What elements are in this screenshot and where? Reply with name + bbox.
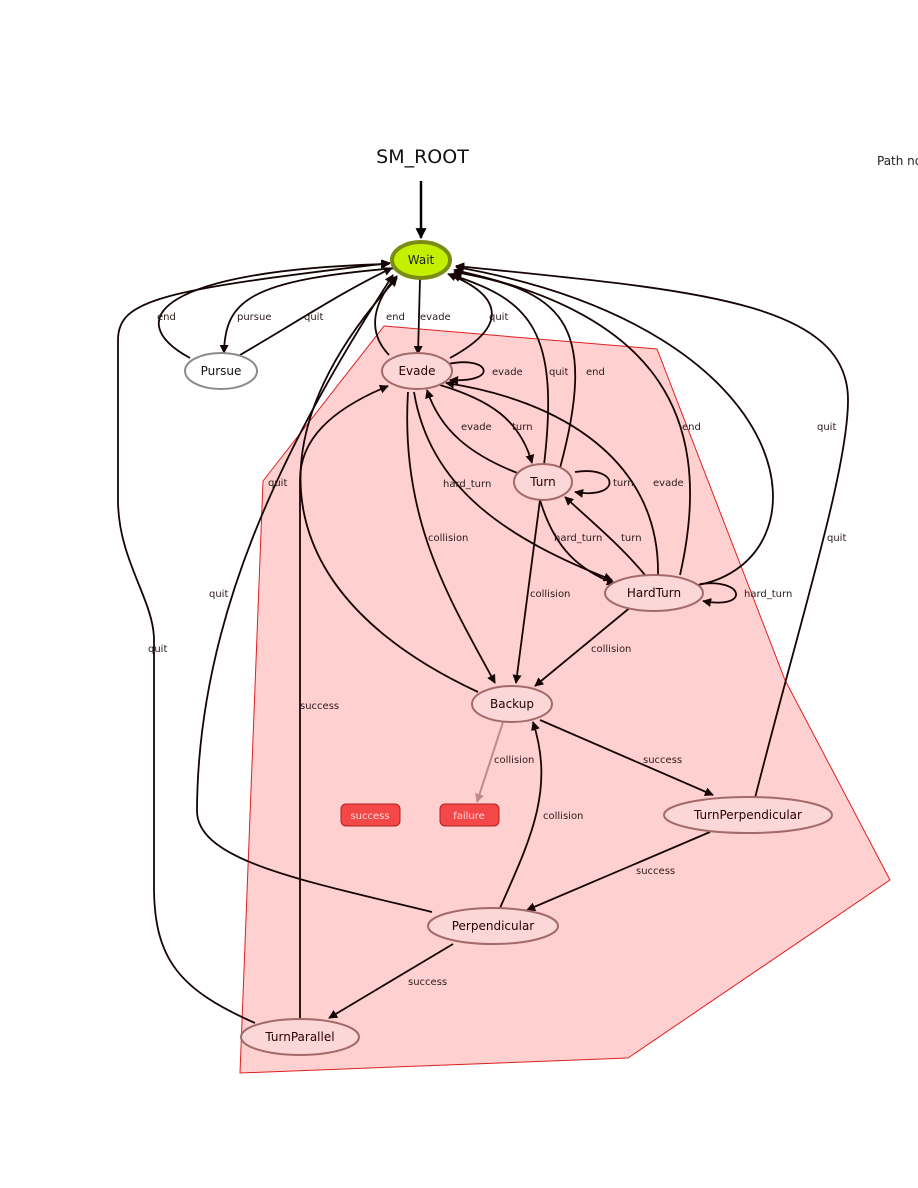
edge-evade-to-hardturn xyxy=(413,391,613,582)
state-hardturn[interactable]: HardTurn xyxy=(604,574,704,612)
edge-hardturn-self xyxy=(699,582,737,607)
label-quit-evade: quit xyxy=(489,312,508,323)
edge-turnperp-quit xyxy=(455,262,849,799)
edge-turn-quit xyxy=(451,273,550,466)
state-perpendicular[interactable]: Perpendicular xyxy=(427,907,559,945)
label-hard-turn-evade: hard_turn xyxy=(443,479,491,490)
label-quit-turnperp-upper: quit xyxy=(817,422,836,433)
label-collision-perp: collision xyxy=(543,811,583,822)
label-quit-backup: quit xyxy=(268,478,287,489)
outcome-failure[interactable]: failure xyxy=(439,803,500,827)
label-quit-pursue: quit xyxy=(304,312,323,323)
label-turn: turn xyxy=(512,422,533,433)
label-turn-hardturn: turn xyxy=(621,533,642,544)
state-evade-label: Evade xyxy=(398,364,435,378)
edge-evade-self xyxy=(447,361,485,385)
edge-hardturn-quit xyxy=(455,263,774,586)
label-end-hardturn: end xyxy=(682,422,701,433)
label-turn-self: turn xyxy=(613,478,634,489)
edge-turnpar-quit xyxy=(117,259,391,1024)
label-quit-turn: quit xyxy=(549,367,568,378)
outcome-success[interactable]: success xyxy=(340,803,401,827)
edge-turn-to-evade xyxy=(425,389,521,475)
outcome-failure-label: failure xyxy=(453,811,485,822)
state-pursue[interactable]: Pursue xyxy=(184,352,258,390)
state-pursue-label: Pursue xyxy=(201,364,242,378)
state-perpendicular-label: Perpendicular xyxy=(452,919,535,933)
label-end-evade: end xyxy=(386,312,405,323)
edge-perp-quit xyxy=(196,274,433,913)
label-quit-turnpar: quit xyxy=(148,644,167,655)
edge-turn-self xyxy=(574,470,611,498)
outcome-success-label: success xyxy=(350,811,389,822)
state-turnparallel-label: TurnParallel xyxy=(264,1030,334,1044)
edge-evade-quit xyxy=(447,272,493,359)
label-evade-turn: evade xyxy=(461,422,492,433)
label-end-pursue: end xyxy=(157,312,176,323)
edge-evade-to-turn xyxy=(439,384,535,464)
label-collision-evade: collision xyxy=(428,533,468,544)
edge-hardturn-end xyxy=(453,267,691,576)
label-hard-turn-turn: hard_turn xyxy=(554,533,602,544)
state-backup-label: Backup xyxy=(490,697,534,711)
state-turnperpendicular-label: TurnPerpendicular xyxy=(693,808,802,822)
edge-turn-to-hardturn xyxy=(539,499,616,586)
label-quit-perp: quit xyxy=(209,589,228,600)
label-pursue: pursue xyxy=(237,312,272,323)
state-wait-label: Wait xyxy=(408,253,435,267)
edge-perp-success xyxy=(328,943,454,1019)
path-note: Path no xyxy=(877,154,918,168)
state-turnparallel[interactable]: TurnParallel xyxy=(240,1018,360,1056)
edge-pursue-end xyxy=(157,259,390,359)
label-success-perp: success xyxy=(408,977,447,988)
edge-turn-collision xyxy=(512,499,541,684)
state-evade[interactable]: Evade xyxy=(381,352,453,390)
edge-hardturn-collision xyxy=(534,605,633,687)
label-hardturn-self: hard_turn xyxy=(744,589,792,600)
root-title: SM_ROOT xyxy=(376,146,469,168)
label-collision-backup: collision xyxy=(494,755,534,766)
label-quit-turnperp-lower: quit xyxy=(827,533,846,544)
state-turnperpendicular[interactable]: TurnPerpendicular xyxy=(663,796,833,834)
edge-wait-to-evade xyxy=(413,278,423,355)
state-backup[interactable]: Backup xyxy=(471,685,553,723)
edge-evade-collision xyxy=(406,391,496,684)
edge-pursue-quit xyxy=(239,267,393,356)
edge-hardturn-to-evade xyxy=(445,379,659,576)
edge-backup-to-failure xyxy=(475,721,504,803)
state-turn-label: Turn xyxy=(529,475,555,489)
label-evade: evade xyxy=(420,312,451,323)
edge-backup-success xyxy=(539,719,714,796)
label-end-turn: end xyxy=(586,367,605,378)
edge-backup-quit xyxy=(299,277,479,693)
edge-turnperp-success xyxy=(526,831,711,911)
label-evade-hardturn: evade xyxy=(653,478,684,489)
edge-wait-to-pursue xyxy=(219,267,398,354)
state-hardturn-label: HardTurn xyxy=(627,586,681,600)
label-collision-hardturn: collision xyxy=(591,644,631,655)
label-success-turnpar: success xyxy=(300,701,339,712)
label-success-backup: success xyxy=(643,755,682,766)
label-collision-turn: collision xyxy=(530,589,570,600)
edge-turnpar-success xyxy=(299,384,389,1022)
state-turn[interactable]: Turn xyxy=(513,463,573,501)
label-evade-self: evade xyxy=(492,367,523,378)
edge-hardturn-to-turn xyxy=(564,496,646,576)
edge-perp-collision xyxy=(499,721,543,909)
container-region xyxy=(239,325,891,1074)
state-wait[interactable]: Wait xyxy=(390,240,452,280)
label-success-turnperp: success xyxy=(636,866,675,877)
